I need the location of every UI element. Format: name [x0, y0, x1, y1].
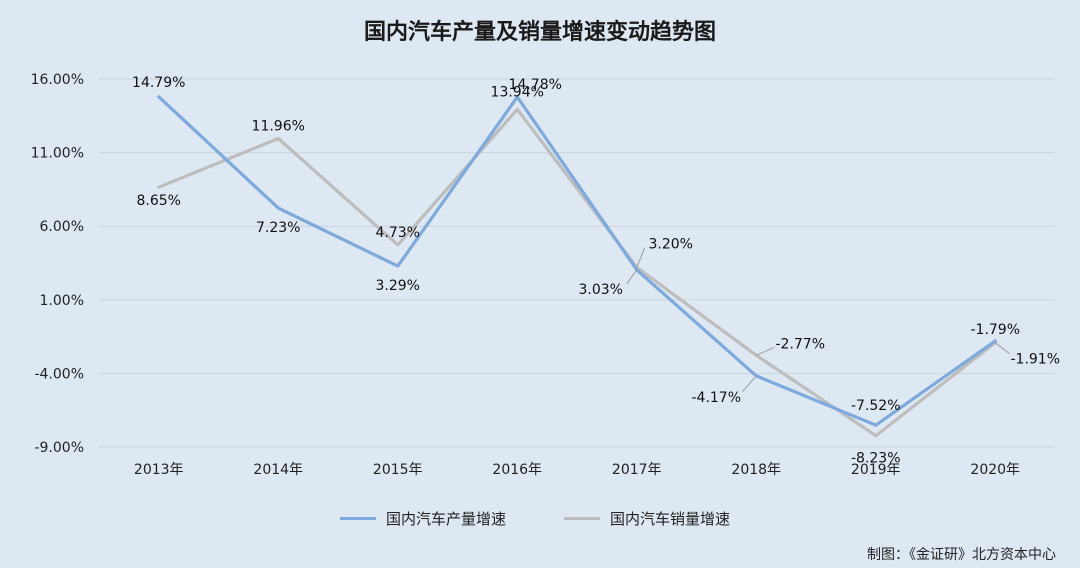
legend-item-sales: 国内汽车销量增速 — [564, 508, 730, 529]
y-tick-label: 16.00% — [31, 72, 84, 88]
data-label: 4.73% — [376, 225, 420, 241]
data-label: 8.65% — [137, 193, 181, 209]
legend-swatch-production — [340, 517, 376, 520]
x-tick-label: 2013年 — [134, 462, 184, 478]
data-label: 3.03% — [579, 282, 623, 298]
x-tick-label: 2020年 — [970, 462, 1020, 478]
data-label: -2.77% — [775, 336, 825, 352]
y-tick-label: 6.00% — [40, 219, 84, 235]
data-label: 14.78% — [509, 77, 562, 93]
data-label: 13.94% — [491, 84, 544, 100]
data-label-leader — [636, 247, 646, 268]
data-label-leader — [994, 342, 1010, 355]
y-tick-label: 11.00% — [31, 146, 84, 162]
data-label: 3.29% — [376, 278, 420, 294]
legend-label-production: 国内汽车产量增速 — [386, 510, 507, 528]
data-label-leader — [756, 346, 775, 356]
legend-item-production: 国内汽车产量增速 — [340, 508, 506, 529]
y-tick-label: -4.00% — [34, 366, 84, 382]
y-tick-label: 1.00% — [40, 293, 84, 309]
legend-swatch-sales — [564, 517, 601, 520]
data-label: -1.91% — [1010, 352, 1060, 368]
chart-title: 国内汽车产量及销量增速变动趋势图 — [363, 20, 716, 45]
data-label: -4.17% — [691, 390, 741, 406]
x-tick-label: 2019年 — [851, 462, 901, 478]
x-tick-label: 2014年 — [253, 462, 303, 478]
data-label: 11.96% — [252, 118, 305, 134]
data-label: 7.23% — [256, 220, 300, 236]
data-label: -8.23% — [851, 451, 901, 467]
y-tick-label: -9.00% — [34, 440, 84, 456]
data-label: -1.79% — [970, 322, 1020, 338]
chart-source-note: 制图：《金证研》北方资本中心 — [867, 547, 1056, 563]
series-line-1 — [157, 107, 997, 438]
data-label: 14.79% — [132, 75, 185, 91]
series-line-0 — [157, 95, 997, 427]
data-label-leader — [741, 375, 757, 393]
chart-legend: 国内汽车产量增速 国内汽车销量增速 — [340, 508, 730, 529]
x-tick-label: 2015年 — [373, 462, 423, 478]
data-label: 3.20% — [649, 236, 693, 252]
data-label-leader — [626, 269, 638, 285]
x-tick-label: 2016年 — [492, 462, 542, 478]
legend-label-sales: 国内汽车销量增速 — [610, 510, 731, 528]
data-label: -7.52% — [851, 398, 901, 414]
x-tick-label: 2017年 — [612, 462, 662, 478]
x-tick-label: 2018年 — [731, 462, 781, 478]
